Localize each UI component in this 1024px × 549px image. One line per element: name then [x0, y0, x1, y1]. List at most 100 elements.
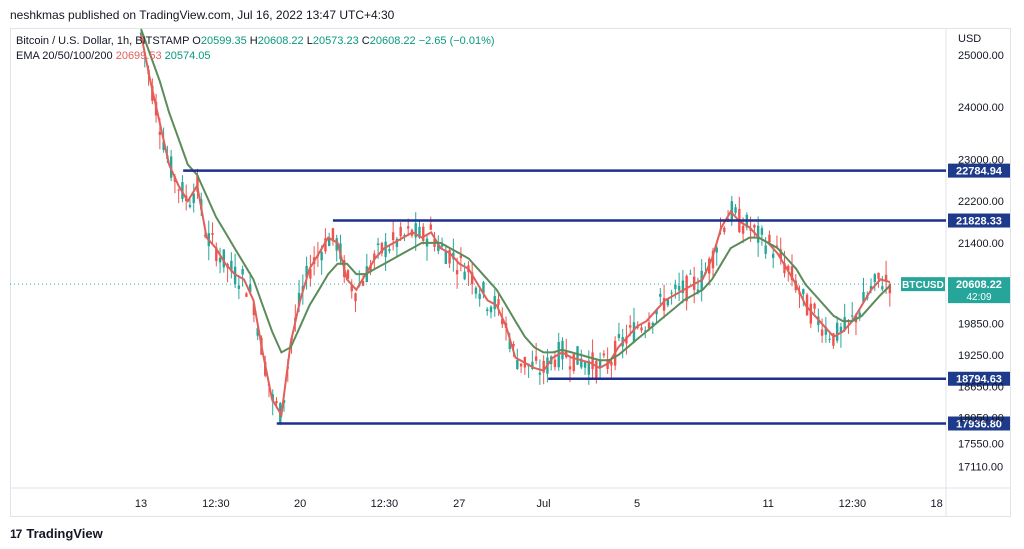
symbol-tag: [901, 277, 945, 292]
y-tick-label: 21400.00: [958, 238, 1004, 250]
level-price-tag: [948, 213, 1010, 228]
candle-body: [662, 298, 666, 311]
candle-body: [681, 280, 685, 294]
candle-body: [222, 249, 226, 268]
candle-body: [508, 338, 511, 349]
candle-body: [730, 201, 734, 220]
tradingview-logo[interactable]: 17 TradingView: [10, 526, 103, 541]
candle-body: [783, 263, 786, 274]
candle-body: [674, 284, 677, 290]
open-value: 20599.35: [200, 35, 247, 47]
candle-body: [670, 292, 673, 294]
candle-body: [862, 291, 865, 303]
candle-body: [771, 253, 775, 258]
ema-value-2: 20574.05: [164, 50, 211, 62]
candle-body: [568, 366, 572, 370]
candle-body: [248, 284, 252, 293]
candle-body: [399, 226, 402, 237]
candle-body: [376, 243, 380, 246]
candle-body: [617, 333, 621, 339]
x-tick-label: 20: [294, 498, 306, 510]
candle-body: [384, 241, 387, 257]
ema-label: EMA 20/50/100/200: [16, 50, 113, 62]
grid-layer: [10, 29, 1011, 517]
candle-body: [474, 287, 478, 294]
y-tick-label: 24000.00: [958, 102, 1004, 114]
ema-slow-line: [140, 28, 891, 362]
x-tick-label: 18: [931, 498, 943, 510]
candle-body: [711, 250, 715, 269]
y-tick-label: 18650.00: [958, 381, 1004, 393]
tradingview-logo-icon: 17: [10, 526, 22, 541]
candle-body: [215, 247, 218, 262]
ema-value-1: 20699.53: [115, 50, 162, 62]
ema-fast-line: [140, 34, 891, 419]
candle-body: [297, 292, 301, 307]
candle-body: [610, 361, 613, 366]
low-label: L: [306, 35, 313, 47]
candle-body: [636, 326, 639, 328]
candle-body: [418, 226, 421, 238]
candle-body: [350, 285, 353, 292]
current-price-tag: [948, 277, 1010, 304]
candle-body: [832, 333, 835, 346]
candle-body: [245, 293, 248, 297]
candle-body: [651, 322, 654, 326]
candle-body: [655, 309, 658, 315]
candle-body: [440, 244, 444, 247]
candle-body: [625, 336, 628, 344]
candle-body: [839, 326, 843, 334]
candle-body: [734, 207, 737, 213]
level-price-label: 18794.63: [956, 374, 1002, 386]
candle-body: [828, 338, 831, 340]
candle-body: [437, 243, 440, 252]
candle-body: [459, 255, 463, 259]
candle-body: [211, 233, 214, 235]
candle-body: [843, 317, 846, 331]
candle-body: [192, 193, 195, 204]
candle-body: [531, 361, 534, 369]
candle-body: [429, 224, 432, 230]
candle-body: [764, 245, 767, 254]
candle-body: [331, 228, 335, 240]
candle-body: [689, 273, 692, 275]
candle-body: [873, 274, 876, 282]
candle-body: [538, 372, 542, 375]
candle-body: [237, 285, 241, 289]
candle-body: [361, 281, 365, 286]
candle-body: [188, 204, 192, 208]
candle-body: [715, 247, 718, 253]
candle-body: [553, 359, 557, 368]
y-tick-label: 17110.00: [958, 462, 1003, 474]
candle-body: [760, 228, 764, 235]
candle-body: [444, 251, 448, 265]
candle-body: [388, 249, 391, 252]
publish-info: neshkmas published on TradingView.com, J…: [10, 8, 395, 22]
candle-body: [354, 293, 357, 302]
candle-body: [320, 252, 323, 261]
high-value: 20608.22: [257, 35, 304, 47]
candle-body: [888, 283, 892, 294]
candle-body: [327, 237, 331, 246]
y-tick-label: 23000.00: [958, 154, 1004, 166]
legend-ohlc-row: Bitcoin / U.S. Dollar, 1h, BITSTAMP O205…: [16, 34, 495, 49]
candle-body: [666, 299, 670, 306]
candle-body: [820, 329, 824, 336]
symbol-title: Bitcoin / U.S. Dollar, 1h, BITSTAMP: [16, 35, 190, 47]
level-layer: 22784.94 21828.33 18794.63 17936.80 BTCUSD 20…: [10, 163, 1010, 431]
x-tick-label: 11: [762, 498, 773, 510]
candle-body: [647, 322, 651, 329]
candle-body: [369, 265, 372, 272]
candle-body: [753, 224, 756, 228]
symbol-tag-label: BTCUSD: [902, 280, 944, 291]
candle-body: [414, 223, 417, 238]
countdown-label: 42:09: [966, 292, 991, 303]
x-tick-label: 12:30: [839, 498, 867, 510]
candle-body: [482, 282, 485, 293]
candle-body: [779, 249, 782, 259]
close-label: C: [361, 35, 370, 47]
candle-body: [373, 253, 376, 260]
candle-body: [741, 225, 745, 234]
y-tick-label: 18050.00: [958, 413, 1004, 425]
